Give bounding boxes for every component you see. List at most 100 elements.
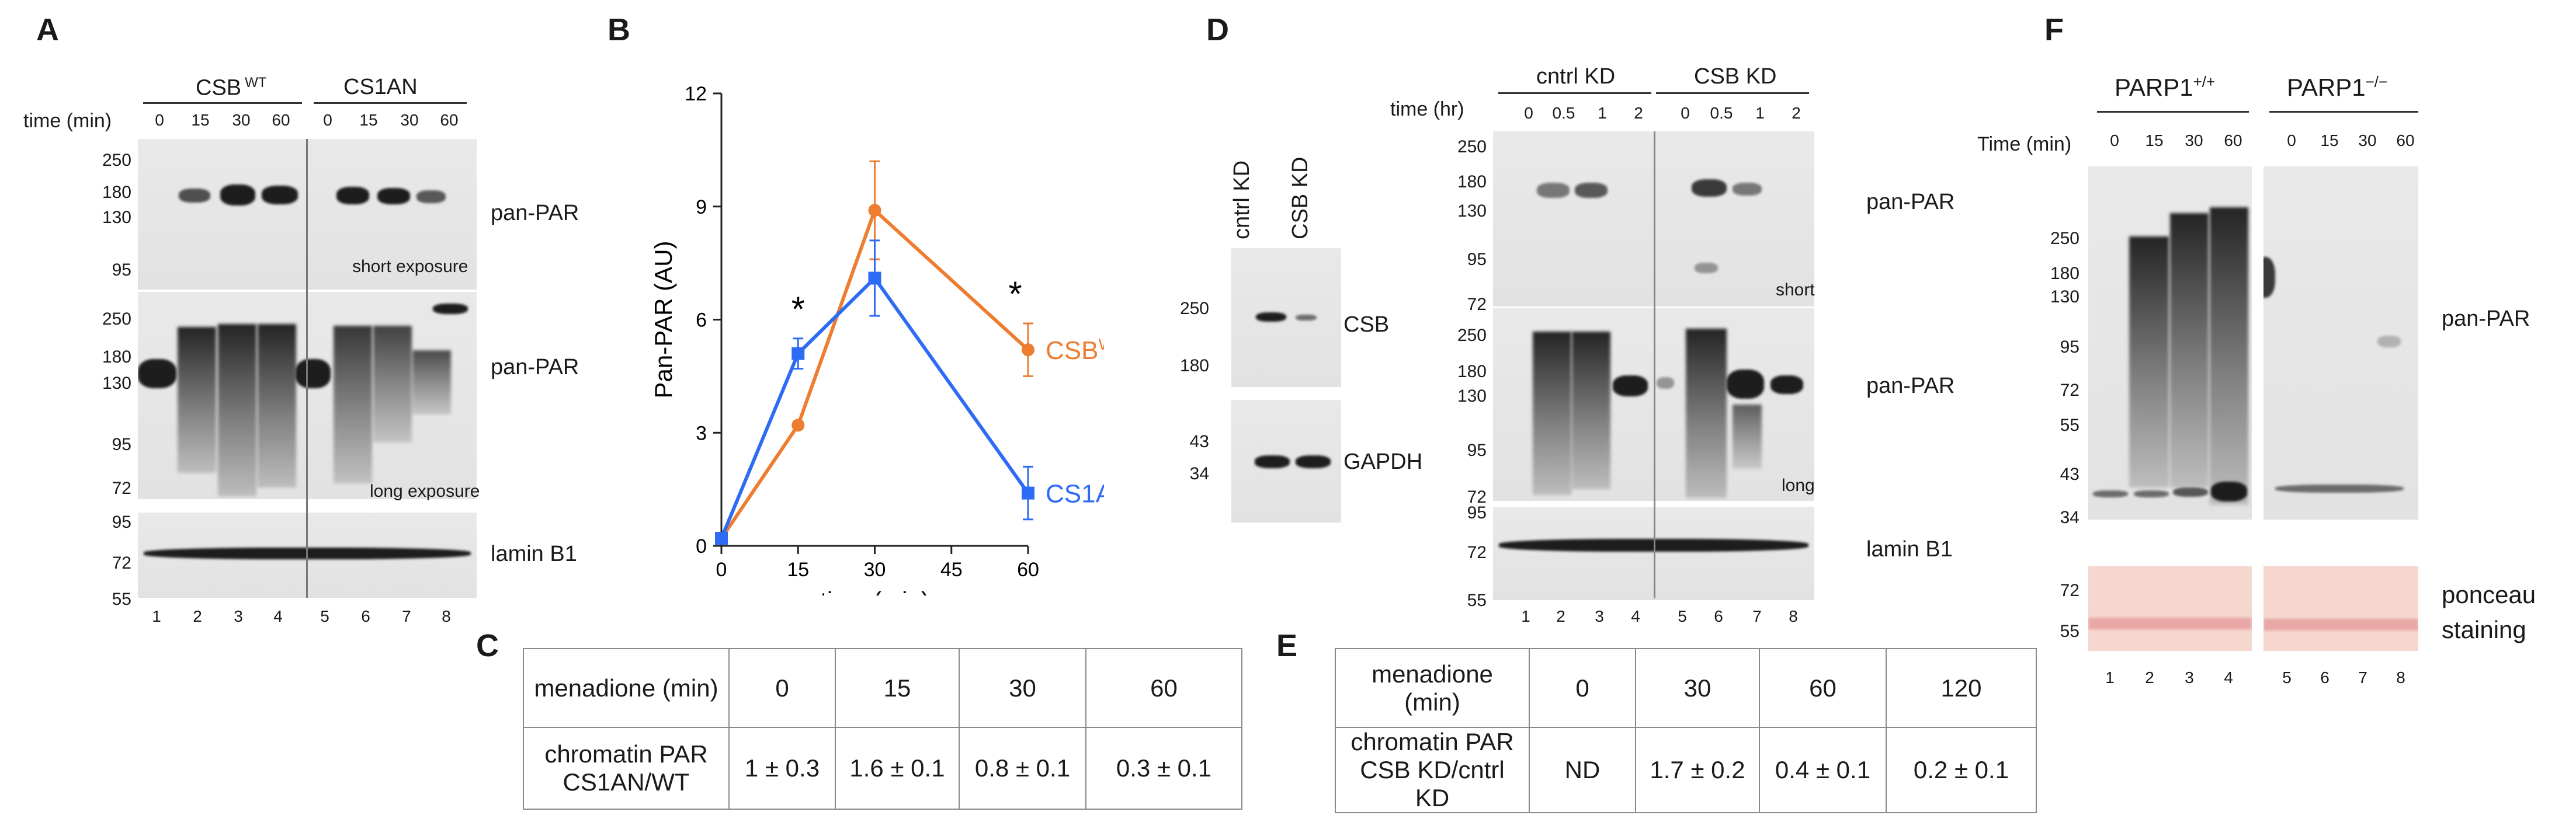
panel-d-blot-long-tick: 72 (1467, 487, 1487, 507)
panel-a-time: 30 (232, 111, 251, 129)
panel-d-left-lane-2: CSB KD (1288, 156, 1313, 239)
panel-f-ponceau-label-2: staining (2442, 616, 2526, 643)
panel-d-group-cntrl-bar (1498, 92, 1651, 94)
panel-d-time-label: time (hr) (1390, 98, 1464, 120)
panel-c-row-menadione: menadione (min) 0 15 30 60 (523, 648, 1242, 728)
x-tick-label: 60 (1017, 559, 1039, 581)
panel-c-label: C (476, 628, 499, 663)
panel-d-time: 0.5 (1710, 104, 1733, 122)
panel-d-blot-short-tick: 250 (1457, 137, 1487, 156)
panel-f-lane-number: 7 (2358, 668, 2367, 687)
panel-d-blot-gapdh (1231, 400, 1341, 523)
panel-f-ponceau-tick: 55 (2060, 622, 2079, 641)
panel-f-lane-number: 2 (2145, 668, 2154, 687)
data-point (868, 271, 881, 285)
panel-f-group-ko-sup: −/− (2365, 73, 2388, 90)
panel-f-group-ko-bar (2269, 111, 2418, 113)
panel-a-blot-short-tick: 250 (102, 151, 131, 170)
panel-f-time: 0 (2287, 131, 2296, 149)
panel-e-label: E (1276, 628, 1298, 663)
panel-f-ponceau-label-1: ponceau (2442, 581, 2536, 608)
panel-d-time: 2 (1792, 104, 1801, 122)
panel-d-blot-short-tick: 180 (1457, 172, 1487, 191)
panel-c-cell: 15 (835, 648, 960, 728)
panel-f-lane-number: 4 (2224, 668, 2233, 687)
panel-d-blot-long-note: long (1782, 476, 1815, 495)
panel-f-time: 60 (2224, 131, 2242, 149)
panel-f-lane-number: 1 (2105, 668, 2115, 687)
panel-d-blot-lamin-tick: 55 (1467, 591, 1487, 610)
panel-a-lane-number: 7 (402, 607, 411, 625)
panel-f-blot-tick: 250 (2050, 229, 2079, 248)
panel-d-left-lane-1: cntrl KD (1230, 160, 1254, 239)
panel-f-lane-number: 8 (2396, 668, 2405, 687)
panel-a-time: 0 (323, 111, 332, 129)
panel-d-label: D (1206, 12, 1229, 47)
panel-e-cell: 30 (1635, 648, 1760, 728)
panel-d-blot-gapdh-label: GAPDH (1343, 450, 1423, 474)
y-tick-label: 12 (685, 83, 707, 105)
panel-d-blot-long-tick: 95 (1467, 441, 1487, 460)
panel-f-time: 30 (2185, 131, 2203, 149)
panel-e-cell: 0 (1529, 648, 1636, 728)
panel-a-blot-long-tick: 250 (102, 309, 131, 329)
panel-c-cell: chromatin PAR CS1AN/WT (523, 727, 730, 810)
panel-a-group-wt-name: CSB (196, 75, 242, 100)
panel-d-blot-short-tick: 72 (1467, 295, 1487, 314)
panel-a-group-wt: CSB WT (196, 75, 266, 101)
panel-f-group-wt-name: PARP1 (2115, 74, 2193, 101)
panel-d-time: 0.5 (1552, 104, 1575, 122)
panel-f-blot-ko (2263, 166, 2418, 520)
panel-a-time: 0 (155, 111, 164, 129)
panel-f-ponceau-wt (2088, 566, 2252, 651)
panel-a-time: 15 (359, 111, 378, 129)
y-tick-label: 3 (696, 422, 707, 444)
data-point (715, 532, 728, 545)
x-tick-label: 0 (716, 559, 727, 581)
panel-a-blot-long-tick: 95 (112, 435, 131, 454)
panel-f-blot-tick: 55 (2060, 416, 2079, 435)
panel-d-blot-short-tick: 95 (1467, 250, 1487, 269)
y-axis-label: Pan-PAR (AU) (650, 241, 677, 399)
panel-f-blot-tick: 43 (2060, 465, 2079, 484)
panel-a-blot-short-tick: 130 (102, 208, 131, 227)
panel-a-blot-long-tick: 72 (112, 479, 131, 498)
panel-d-gapdh-tick: 43 (1189, 432, 1209, 451)
panel-f-ponceau-ko (2263, 566, 2418, 651)
y-tick-label: 0 (696, 535, 707, 558)
panel-d-lane-number: 7 (1752, 607, 1762, 625)
panel-d-time: 2 (1634, 104, 1643, 122)
panel-f-time: 30 (2358, 131, 2377, 149)
panel-d-time: 1 (1755, 104, 1765, 122)
panel-d-blot-short-note: short (1776, 280, 1815, 299)
panel-f-lane-number: 3 (2185, 668, 2194, 687)
panel-f-time: 0 (2110, 131, 2119, 149)
panel-a-blot-long-tick: 180 (102, 347, 131, 367)
panel-c-cell: 0.3 ± 0.1 (1085, 727, 1242, 810)
x-tick-label: 15 (787, 559, 809, 581)
panel-a-group-wt-bar (143, 102, 302, 104)
panel-e-cell: ND (1529, 727, 1636, 813)
panel-c-cell: 1 ± 0.3 (728, 727, 836, 810)
panel-c-row-chromatin: chromatin PAR CS1AN/WT 1 ± 0.3 1.6 ± 0.1… (523, 727, 1242, 810)
panel-f-time: 15 (2145, 131, 2164, 149)
panel-f-blot-tick: 72 (2060, 381, 2079, 400)
panel-a-blot-lamin-tick: 95 (112, 513, 131, 532)
panel-a-time: 15 (191, 111, 210, 129)
panel-a-blot-long-tick: 130 (102, 374, 131, 393)
panel-f-blot-wt (2088, 166, 2252, 520)
data-point (1022, 343, 1034, 357)
panel-d-blot-long-label: pan-PAR (1866, 374, 1955, 398)
panel-a-time: 60 (440, 111, 459, 129)
panel-c-cell: 60 (1085, 648, 1242, 728)
panel-d-group-csb: CSB KD (1694, 64, 1777, 89)
panel-f-group-wt-bar (2097, 111, 2249, 113)
panel-d-group-cntrl: cntrl KD (1536, 64, 1616, 89)
panel-f-lane-number: 5 (2282, 668, 2292, 687)
panel-f-blot-tick: 95 (2060, 337, 2079, 357)
panel-d-blot-short-label: pan-PAR (1866, 190, 1955, 214)
panel-f-label: F (2044, 12, 2064, 47)
panel-d-lane-number: 4 (1631, 607, 1640, 625)
data-point (791, 419, 805, 432)
series-label-sup: WT (1098, 335, 1104, 353)
